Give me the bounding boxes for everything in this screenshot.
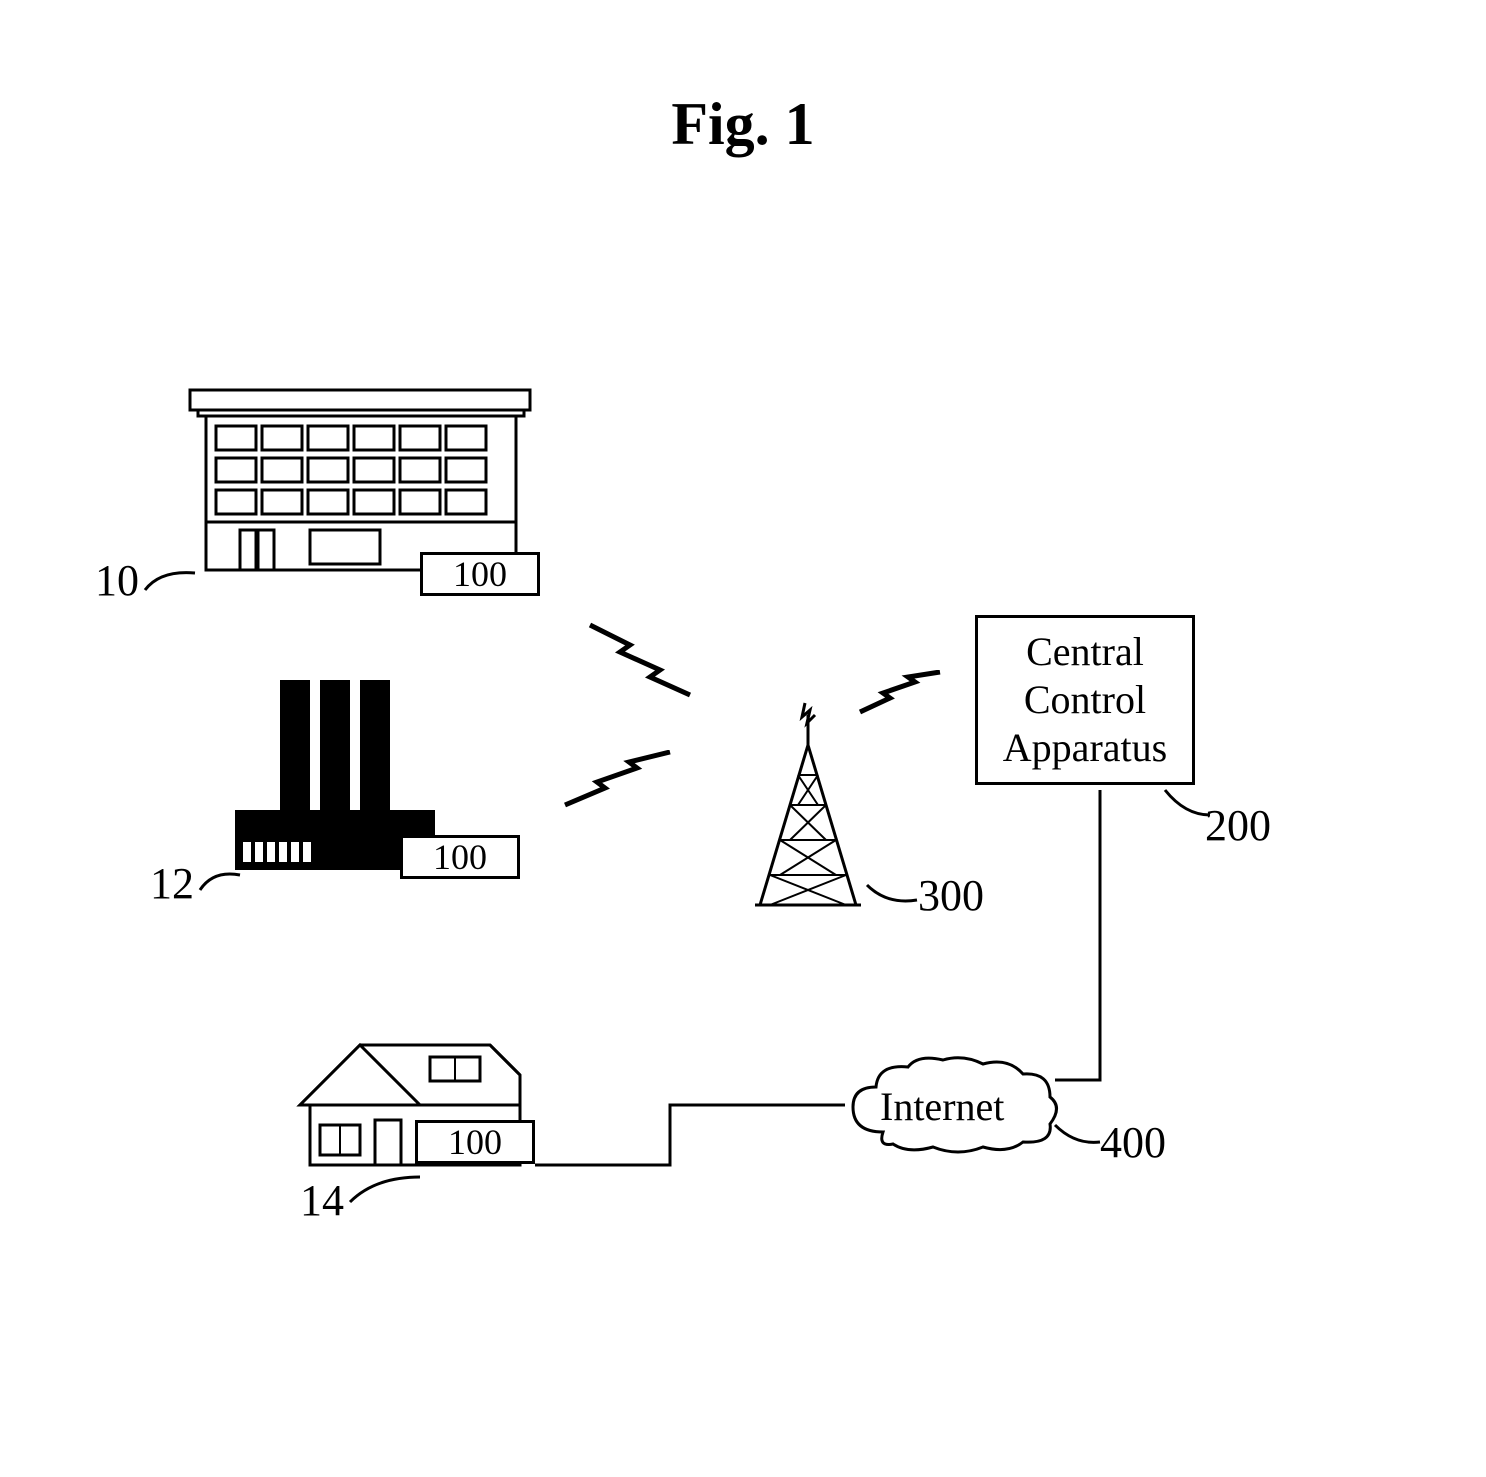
building-device-ref: 100 (453, 553, 507, 595)
signal-plant-to-tower (555, 750, 715, 820)
tower-leader-line (862, 880, 922, 910)
figure-title: Fig. 1 (671, 90, 814, 159)
signal-tower-to-control (850, 670, 975, 725)
house-ref-label: 14 (300, 1175, 344, 1226)
signal-building-to-tower (575, 610, 745, 710)
house-device-ref: 100 (448, 1121, 502, 1163)
central-control-box: Central Control Apparatus (975, 615, 1195, 785)
internet-leader-line (1050, 1120, 1105, 1150)
control-leader-line (1160, 785, 1215, 825)
building-ref-label: 10 (95, 555, 139, 606)
house-leader-line (345, 1172, 425, 1207)
building-device-box: 100 (420, 552, 540, 596)
internet-ref-label: 400 (1100, 1117, 1166, 1168)
house-device-box: 100 (415, 1120, 535, 1164)
internet-text-label: Internet (880, 1083, 1004, 1130)
tower-ref-label: 300 (918, 870, 984, 921)
central-control-text: Central Control Apparatus (1003, 628, 1167, 772)
plant-ref-label: 12 (150, 858, 194, 909)
wire-house-to-internet (530, 1100, 850, 1175)
plant-leader-line (195, 865, 243, 900)
plant-device-box: 100 (400, 835, 520, 879)
wire-internet-to-control (1050, 785, 1130, 1085)
building-leader-line (140, 565, 200, 605)
plant-device-ref: 100 (433, 836, 487, 878)
